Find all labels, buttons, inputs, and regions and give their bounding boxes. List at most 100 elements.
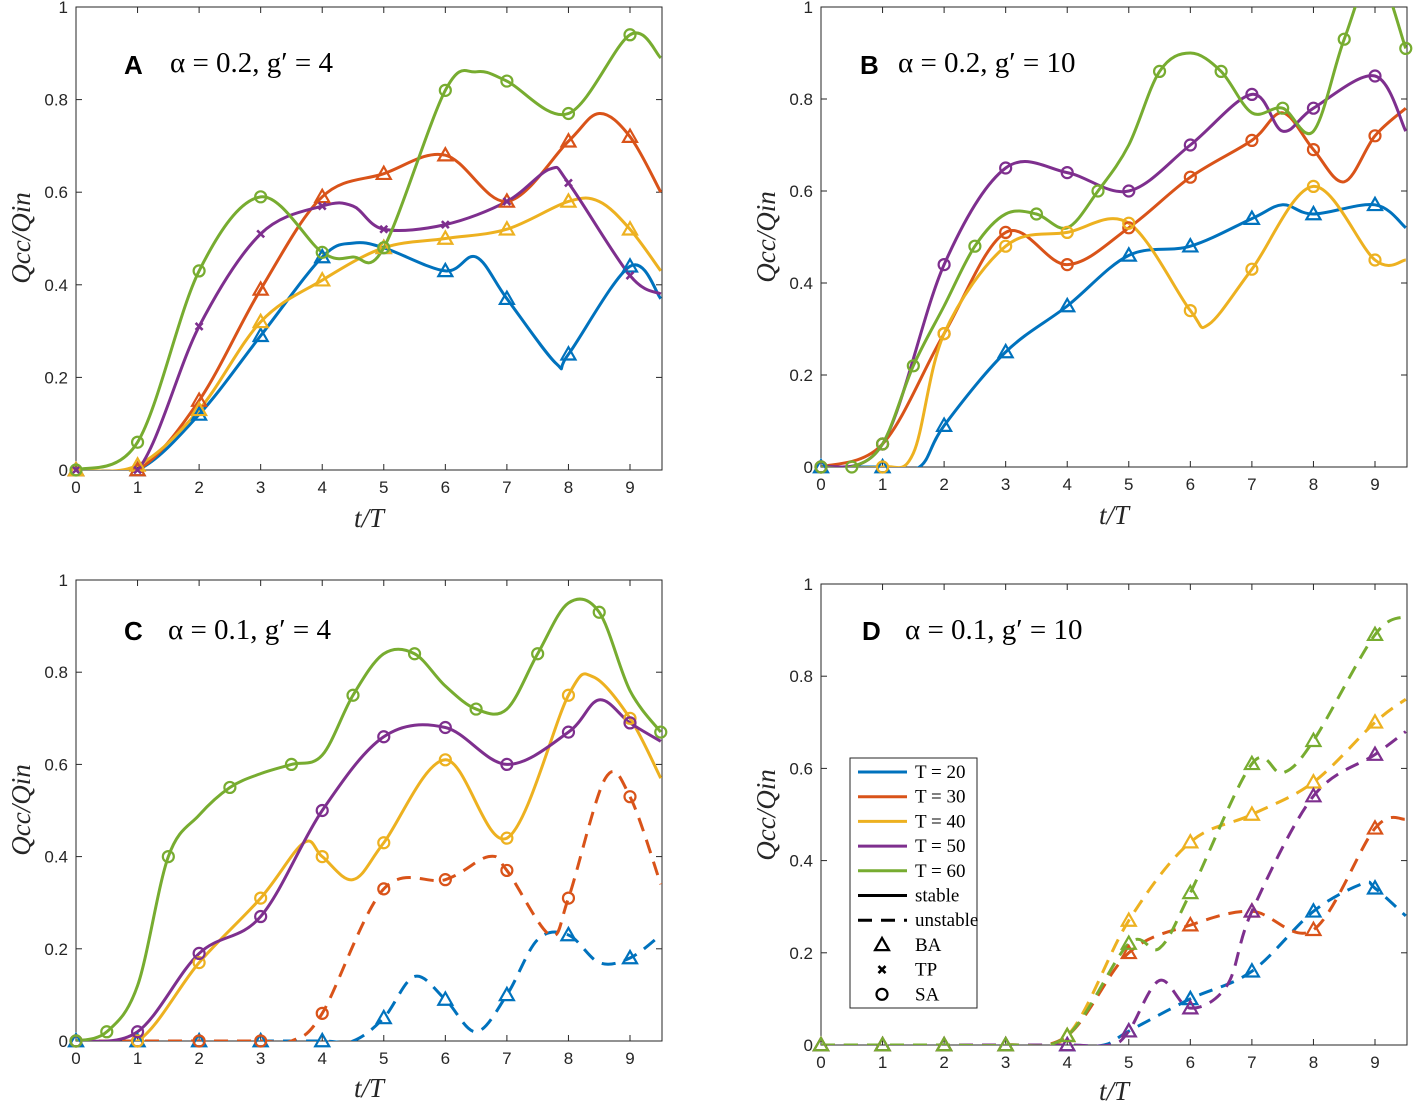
panel-b-series-line-T20 — [821, 203, 1407, 467]
panel-a-marker-T40 — [436, 229, 455, 245]
panel-b-title: α = 0.2, g′ = 10 — [898, 47, 1076, 79]
panel-a-ytick-label: 0.4 — [44, 276, 68, 295]
panel-c-ylabel: Qcc/Qin — [6, 764, 36, 855]
panel-c-xtick-label: 9 — [625, 1049, 634, 1068]
panel-c-marker-T60 — [69, 1034, 83, 1048]
panel-c-marker-T40 — [500, 831, 514, 845]
panel-b-marker-T20 — [935, 416, 954, 432]
panel-c-marker-T50 — [377, 730, 391, 744]
panel-a-marker-T20 — [559, 345, 578, 361]
panel-b-marker-T50 — [1183, 138, 1197, 152]
panel-a-marker-T50 — [256, 229, 266, 239]
panel-b: 0 1 2 3 4 5 6 7 8 9 0 0.2 0.4 0.6 0.8 1 B α = 0.2, g′ =… — [751, 0, 1413, 530]
panel-d-xtick-label: 4 — [1062, 1053, 1071, 1072]
legend-label-SA: SA — [915, 984, 940, 1005]
panel-a-title: α = 0.2, g′ = 4 — [170, 47, 333, 79]
panel-a-xtick-label: 7 — [502, 478, 511, 497]
panel-c-marker-T40 — [623, 711, 637, 725]
panel-a-marker-T50 — [379, 224, 389, 234]
panel-b-marker-T20 — [1366, 195, 1384, 212]
legend-marker-TP — [877, 965, 887, 975]
panel-b-marker-T40 — [937, 327, 951, 341]
panel-b-series-line-T60 — [821, 7, 1407, 467]
panel-d-marker-T50 — [1119, 1021, 1138, 1038]
panel-d-series-line-T60 — [821, 614, 1407, 1045]
panel-a-ytick-label: 0.2 — [44, 368, 68, 387]
panel-c-marker-T60 — [531, 647, 545, 661]
panel-b-marker-T60 — [1399, 41, 1413, 56]
panel-b-marker-T50 — [1060, 166, 1074, 180]
panel-c-xtick-label: 3 — [256, 1049, 265, 1068]
panel-b-marker-T20 — [996, 342, 1015, 359]
panel-b-ytick-label: 0 — [804, 458, 813, 477]
panel-d-ytick-label: 0.8 — [789, 667, 813, 686]
legend-label-unstable: unstable — [915, 910, 978, 931]
panel-c-marker-T40 — [377, 836, 391, 850]
panel-d-marker-T60 — [1366, 625, 1384, 642]
panel-d-marker-T40 — [1366, 713, 1384, 729]
panel-c-marker-T30 — [254, 1034, 268, 1048]
panel-b-marker-T50 — [937, 258, 951, 272]
panel-d-marker-T60 — [873, 1035, 892, 1052]
panel-b-marker-T30 — [1306, 143, 1321, 157]
panel-a-marker-T40 — [190, 400, 209, 417]
panel-d-marker-T30 — [1304, 920, 1323, 937]
panel-b-ticks: 0 1 2 3 4 5 6 7 8 9 0 0.2 0.4 0.6 0.8 1 — [789, 0, 1407, 494]
panel-b-marker-T50 — [1306, 101, 1321, 115]
panel-b-marker-T60 — [1091, 184, 1105, 198]
panel-a-marker-T30 — [251, 280, 270, 296]
panel-a-marker-T50 — [440, 220, 450, 230]
panel-c-marker-T60 — [100, 1025, 114, 1039]
panel-d-ytick-label: 1 — [804, 575, 813, 594]
panel-c-marker-T30 — [315, 1006, 329, 1020]
panel-a-marker-T60 — [500, 74, 514, 88]
panel-b-letter: B — [860, 50, 879, 80]
panel-c-marker-T60 — [346, 688, 360, 702]
panel-d-marker-T40 — [1242, 805, 1261, 821]
panel-c-series-line-T40 — [76, 672, 662, 1041]
panel-a-marker-T60 — [254, 190, 268, 204]
panel-d-series-line-T40 — [821, 698, 1407, 1045]
panel-a-series-line-T20 — [76, 241, 662, 470]
panel-b-marker-T40 — [875, 460, 890, 474]
legend-label-T30: T = 30 — [915, 787, 965, 808]
panel-c-xtick-label: 2 — [194, 1049, 203, 1068]
panel-c-marker-T50 — [561, 725, 576, 739]
panel-a-marker-T30 — [497, 192, 516, 208]
panel-a-xtick-label: 6 — [441, 478, 450, 497]
panel-a-markers — [67, 28, 639, 477]
panel-a-marker-T60 — [192, 264, 206, 278]
legend-marker-BA — [873, 935, 891, 952]
panel-d-marker-T60 — [1181, 883, 1200, 900]
panel-c-marker-T40 — [561, 688, 576, 702]
panel-d-series-line-T50 — [821, 730, 1407, 1045]
panel-b-marker-T60 — [1337, 32, 1351, 46]
legend-label-T20: T = 20 — [915, 762, 965, 783]
panel-b-marker-T20 — [1181, 236, 1200, 253]
panel-c-letter: C — [124, 616, 143, 646]
panel-c-ytick-label: 0.4 — [44, 848, 68, 867]
panel-a-marker-T40 — [497, 220, 516, 236]
panel-b-marker-T60 — [968, 239, 982, 253]
panel-a-ytick-label: 1 — [59, 0, 68, 17]
panel-a-marker-T60 — [130, 435, 145, 449]
panel-d-marker-T50 — [1058, 1035, 1077, 1052]
panel-d-ylabel: Qcc/Qin — [751, 769, 781, 860]
panel-a-marker-T60 — [315, 245, 329, 259]
panel-c-marker-T30 — [438, 873, 452, 887]
panel-c-marker-T30 — [192, 1034, 206, 1048]
panel-b-marker-T40 — [1122, 216, 1136, 230]
panel-c-marker-T30 — [500, 863, 514, 878]
panel-b-marker-T40 — [1060, 225, 1074, 239]
panel-d-marker-T60 — [812, 1035, 830, 1052]
panel-b-marker-T60 — [906, 359, 920, 373]
panel-a-marker-T20 — [621, 257, 639, 273]
panel-a-marker-T30 — [128, 460, 147, 477]
panel-c-marker-T20 — [436, 990, 455, 1006]
panel-b-xtick-label: 4 — [1062, 475, 1071, 494]
panel-c-marker-T60 — [469, 702, 483, 716]
panel-b-xtick-label: 1 — [878, 475, 887, 494]
panel-d-marker-T20 — [1304, 902, 1323, 918]
panel-a-ticks: 0 1 2 3 4 5 6 7 8 9 0 0.2 0.4 0.6 0.8 1 — [44, 0, 662, 497]
panel-c-marker-T60 — [284, 757, 299, 772]
